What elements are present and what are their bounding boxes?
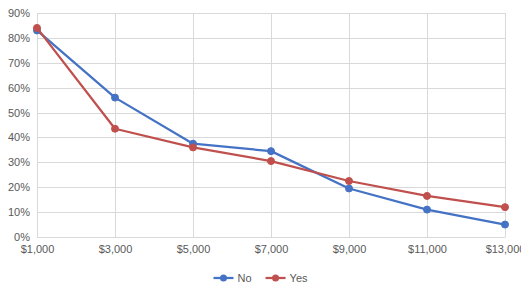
grid-line [349, 13, 350, 237]
y-tick: 30% [8, 156, 37, 168]
legend-marker [220, 275, 227, 282]
y-axis: 0% 10% 20% 30% 40% 50% 60% 70% 80% 90% [8, 7, 38, 243]
series-marker [346, 185, 353, 192]
y-tick: 90% [8, 7, 37, 19]
y-tick-label: 70% [8, 57, 30, 69]
y-tick-label: 60% [8, 82, 30, 94]
series-marker [268, 148, 275, 155]
grid-line [271, 13, 272, 237]
series-marker [424, 192, 431, 199]
y-tick: 50% [8, 107, 37, 119]
x-tick-label: $9,000 [333, 243, 367, 255]
x-tick: $7,000 [255, 237, 289, 255]
grid-line [427, 13, 428, 237]
y-tick-label: 90% [8, 7, 30, 19]
series-line [37, 30, 505, 224]
series-marker [190, 144, 197, 151]
legend-item: Yes [266, 272, 308, 284]
y-tick-label: 80% [8, 32, 30, 44]
y-tick-label: 40% [8, 131, 30, 143]
y-tick: 20% [8, 181, 37, 193]
series-marker [346, 178, 353, 185]
x-tick: $5,000 [177, 237, 211, 255]
series-marker [424, 206, 431, 213]
grid [37, 13, 506, 238]
y-tick: 70% [8, 57, 37, 69]
grid-line [37, 237, 505, 238]
plot-area: 0% 10% 20% 30% 40% 50% 60% 70% 80% 90% $1,000 $3,00… [8, 7, 521, 255]
y-tick: 10% [8, 206, 37, 218]
y-tick: 60% [8, 82, 37, 94]
legend-marker [272, 275, 279, 282]
x-tick: $1,000 [21, 237, 55, 255]
x-tick: $11,000 [408, 237, 447, 255]
y-tick-label: 20% [8, 181, 30, 193]
series-marker [34, 24, 41, 31]
chart: 0% 10% 20% 30% 40% 50% 60% 70% 80% 90% $1,000 $3,00… [0, 0, 521, 292]
grid-line [193, 13, 194, 237]
x-axis-line [38, 237, 506, 238]
series-marker [268, 158, 275, 165]
x-tick-label: $7,000 [255, 243, 289, 255]
series-marker [502, 221, 509, 228]
x-tick: $9,000 [333, 237, 367, 255]
x-tick: $13,000 [486, 237, 521, 255]
y-tick: 40% [8, 131, 37, 143]
series-marker [502, 204, 509, 211]
series-marker [112, 125, 119, 132]
series-line [37, 28, 505, 207]
x-tick-label: $1,000 [21, 243, 55, 255]
x-tick-label: $3,000 [99, 243, 133, 255]
series-marker [112, 94, 119, 101]
x-tick-label: $11,000 [408, 243, 447, 255]
x-tick: $3,000 [99, 237, 133, 255]
series-group [34, 24, 509, 228]
y-tick-label: 30% [8, 156, 30, 168]
x-axis: $1,000 $3,000 $5,000 $7,000 $9,000 $11,000 $13… [21, 237, 521, 255]
y-tick: 80% [8, 32, 37, 44]
y-tick-label: 0% [14, 231, 30, 243]
y-tick: 0% [14, 231, 37, 243]
legend-label: No [237, 272, 251, 284]
grid-line [37, 13, 38, 237]
x-tick-label: $5,000 [177, 243, 211, 255]
legend-label: Yes [290, 272, 308, 284]
y-tick-label: 50% [8, 107, 30, 119]
x-tick-label: $13,000 [486, 243, 521, 255]
y-tick-label: 10% [8, 206, 30, 218]
legend-item: No [213, 272, 251, 284]
legend: No Yes [213, 272, 308, 284]
y-axis-line [37, 14, 38, 238]
